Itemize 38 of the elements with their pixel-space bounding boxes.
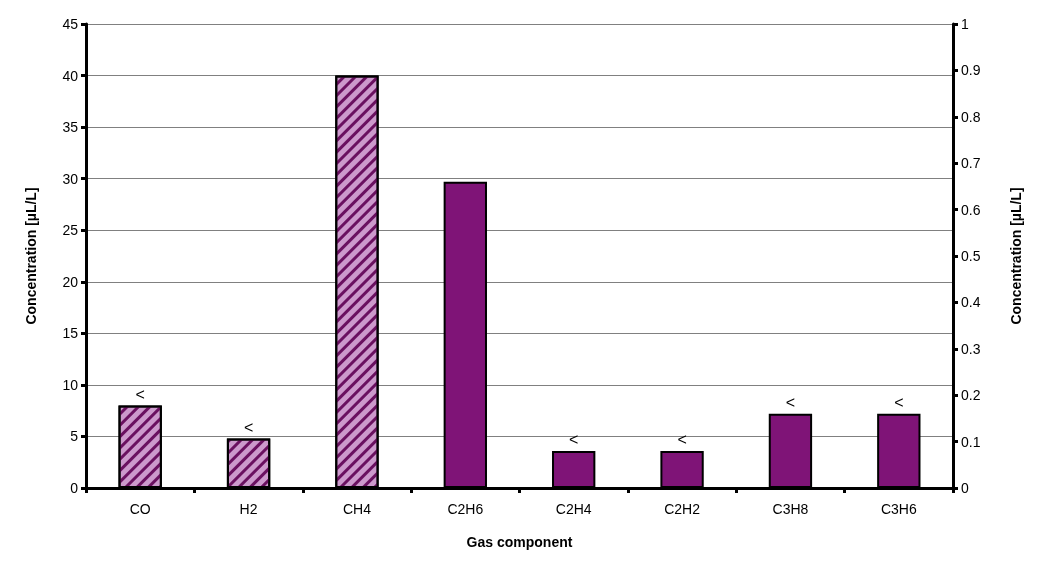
x-tick-label: C2H4 — [555, 501, 592, 517]
annotation: < — [677, 431, 687, 449]
y2-tick-label: 0.2 — [961, 387, 981, 404]
x-tick-label: CH4 — [342, 501, 372, 517]
y-tick-label: 5 — [70, 428, 79, 445]
y-tick-label: 45 — [62, 16, 79, 32]
annotation: < — [894, 394, 904, 412]
x-tick-label: C3H8 — [772, 501, 809, 517]
y2-tick-label: 0.6 — [961, 201, 981, 218]
y-tick-label: 25 — [62, 222, 79, 239]
x-tick-label: C2H2 — [664, 501, 701, 517]
y-tick-label: 20 — [62, 273, 79, 290]
y-tick-label: 10 — [62, 376, 79, 393]
x-tick-label: H2 — [239, 501, 258, 517]
x-tick-label: C3H6 — [880, 501, 917, 517]
y-tick-label: 15 — [62, 325, 79, 342]
y2-tick-label: 0.5 — [961, 248, 981, 264]
y-axis-title: Concentration [µL/L] — [23, 187, 39, 325]
y-tick-label: 35 — [62, 119, 79, 136]
y2-tick-label: 0.8 — [961, 108, 981, 125]
y2-tick-label: 0.4 — [961, 294, 981, 311]
y-tick-label: 30 — [62, 170, 79, 187]
annotation: < — [785, 394, 796, 412]
x-tick-label: CO — [129, 501, 151, 517]
y2-tick-label: 1 — [961, 16, 969, 32]
y2-axis-title: Concentration [µL/L] — [1008, 187, 1024, 325]
y2-tick-label: 0.7 — [961, 155, 981, 172]
y2-tick-label: 0.1 — [961, 433, 981, 450]
y-tick-label: 0 — [70, 480, 79, 496]
x-axis-title: Gas component — [466, 534, 573, 550]
y2-tick-label: 0.9 — [961, 62, 981, 79]
annotation: < — [135, 386, 145, 404]
y2-tick-label: 0.3 — [961, 340, 981, 357]
y2-tick-label: 0 — [961, 480, 969, 496]
x-tick-label: C2H6 — [447, 501, 484, 517]
annotation: < — [243, 419, 254, 437]
annotation: < — [569, 431, 579, 449]
y-tick-label: 40 — [62, 67, 79, 84]
